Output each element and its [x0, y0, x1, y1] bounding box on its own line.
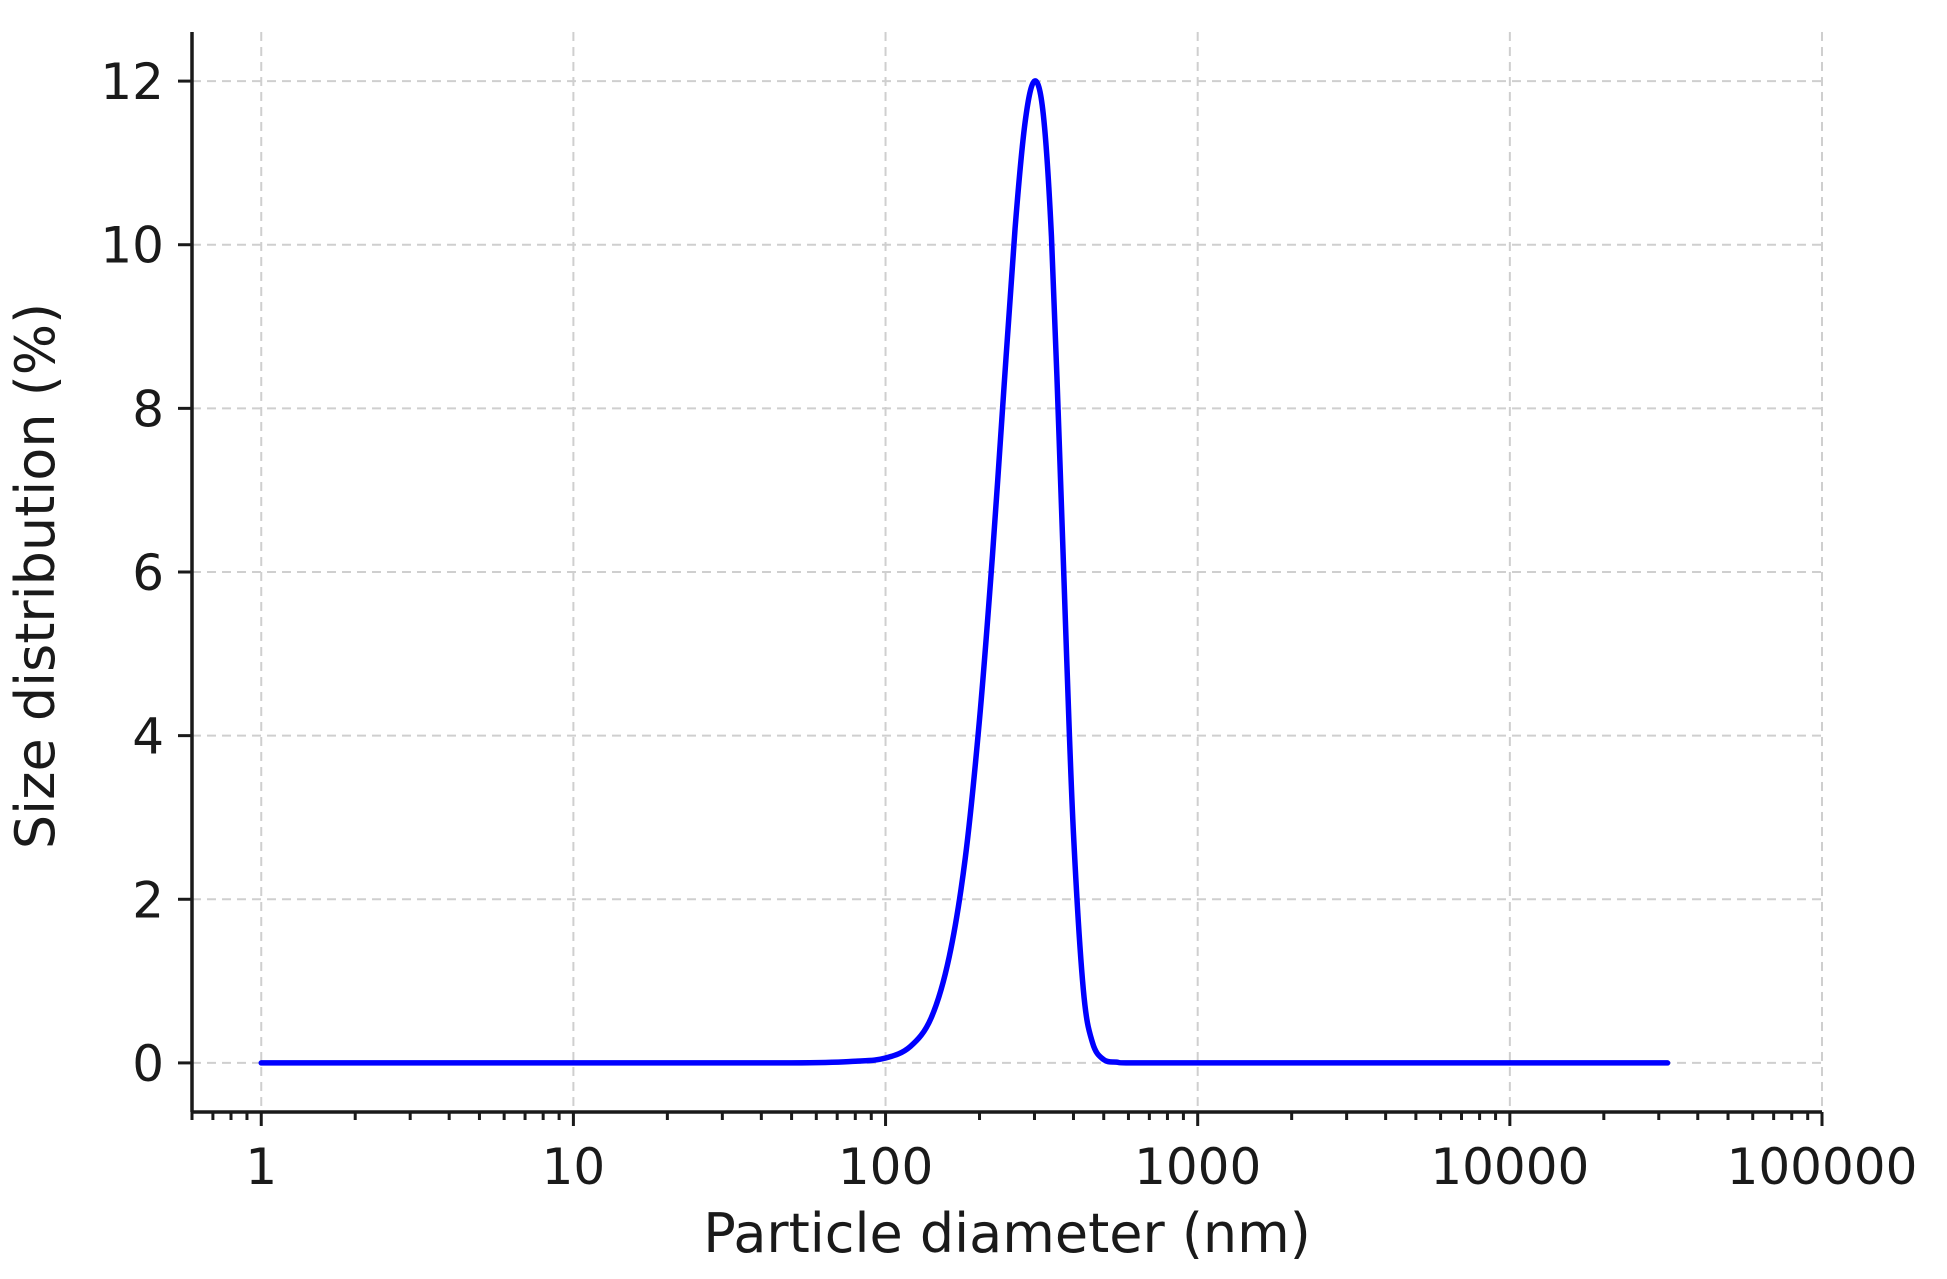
x-axis-label: Particle diameter (nm) [703, 1202, 1311, 1265]
size-distribution-line [258, 78, 1671, 1066]
x-axis-ticks: 1 10 100 1000 10000 100000 [190, 1112, 1918, 1196]
y-tick-label: 10 [100, 217, 164, 275]
x-tick-label: 100 [838, 1138, 933, 1196]
x-tick-label: 1 [245, 1138, 277, 1196]
grid [192, 32, 1823, 1112]
x-tick-label: 100000 [1727, 1138, 1918, 1196]
y-tick-label: 6 [132, 544, 164, 602]
y-tick-label: 0 [132, 1035, 164, 1093]
x-tick-label: 10000 [1430, 1138, 1589, 1196]
y-axis-label: Size distribution (%) [4, 303, 67, 849]
y-tick-label: 4 [132, 708, 164, 766]
series-layer [258, 78, 1671, 1066]
x-tick-label: 1000 [1134, 1138, 1261, 1196]
y-tick-label: 12 [100, 53, 164, 111]
x-tick-label: 10 [542, 1138, 606, 1196]
y-tick-label: 2 [132, 871, 164, 929]
y-tick-label: 8 [132, 380, 164, 438]
y-axis-ticks: 0 2 4 6 8 10 12 [100, 53, 192, 1093]
